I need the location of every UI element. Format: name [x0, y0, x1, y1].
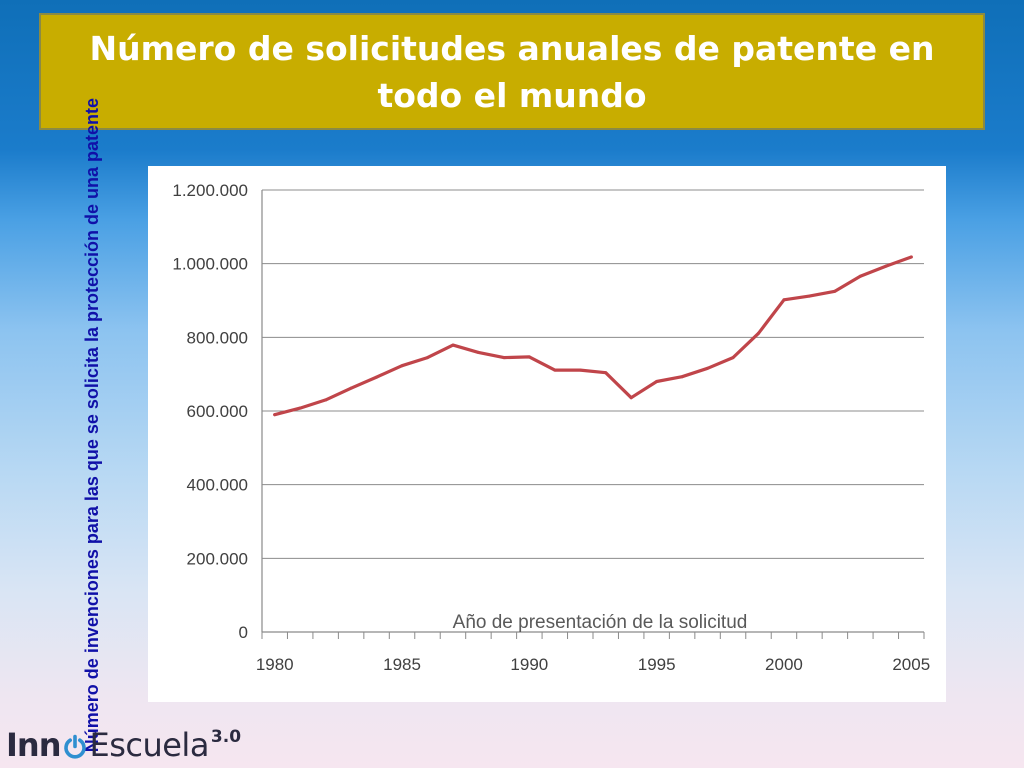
data-point [706, 366, 710, 370]
data-point [858, 274, 862, 278]
data-point [476, 350, 480, 354]
y-tick-label: 600.000 [187, 402, 248, 421]
logo-text-inn: Inn [6, 726, 61, 764]
data-point [909, 255, 913, 259]
data-point [807, 294, 811, 298]
data-point [757, 331, 760, 335]
data-point [527, 355, 531, 359]
logo-text-escuela: Escuela [89, 726, 209, 764]
data-point [273, 413, 277, 417]
title-box: Número de solicitudes anuales de patente… [39, 13, 985, 130]
logo-version: 3.0 [210, 727, 242, 747]
data-point [629, 396, 633, 400]
slide-title: Número de solicitudes anuales de patente… [89, 28, 935, 115]
x-tick-label: 1990 [510, 655, 548, 674]
data-point [604, 371, 608, 375]
data-point [833, 289, 837, 293]
data-point [884, 264, 888, 268]
y-axis-title-container: Número de invenciones para las que se so… [54, 98, 130, 752]
data-point [349, 386, 353, 390]
line-chart: 0 200.000 400.000 600.000 800.000 1.000.000 1.… [172, 181, 930, 674]
y-tick-label: 1.000.000 [172, 255, 248, 274]
data-point [375, 375, 379, 379]
x-tick-label: 1980 [256, 655, 294, 674]
y-tick-label: 0 [239, 623, 248, 642]
data-point [502, 356, 506, 360]
data-point [553, 368, 557, 372]
data-point [578, 368, 582, 372]
x-tick-label: 2005 [892, 655, 930, 674]
x-tick-label: 2000 [765, 655, 803, 674]
series-line [273, 255, 913, 417]
data-point [324, 398, 328, 402]
y-tick-label: 200.000 [187, 549, 248, 568]
y-axis-title: Número de invenciones para las que se so… [81, 97, 102, 753]
data-point [731, 356, 735, 360]
x-tick-label: 1985 [383, 655, 421, 674]
data-point [655, 380, 659, 384]
x-axis-title: Año de presentación de la solicitud [453, 612, 748, 633]
data-point [426, 356, 429, 360]
y-tick-label: 400.000 [187, 476, 248, 495]
data-point [400, 364, 404, 368]
data-point [680, 375, 684, 379]
data-point [451, 343, 455, 347]
innoescuela-logo: Inn Escuela 3.0 [6, 725, 241, 765]
x-tick-label: 1995 [638, 655, 676, 674]
data-point [782, 298, 786, 302]
y-tick-label: 1.200.000 [172, 181, 248, 200]
power-icon [64, 734, 87, 759]
y-tick-label: 800.000 [187, 328, 248, 347]
chart-panel: 0 200.000 400.000 600.000 800.000 1.000.000 1.… [148, 166, 946, 702]
data-point [298, 406, 302, 410]
